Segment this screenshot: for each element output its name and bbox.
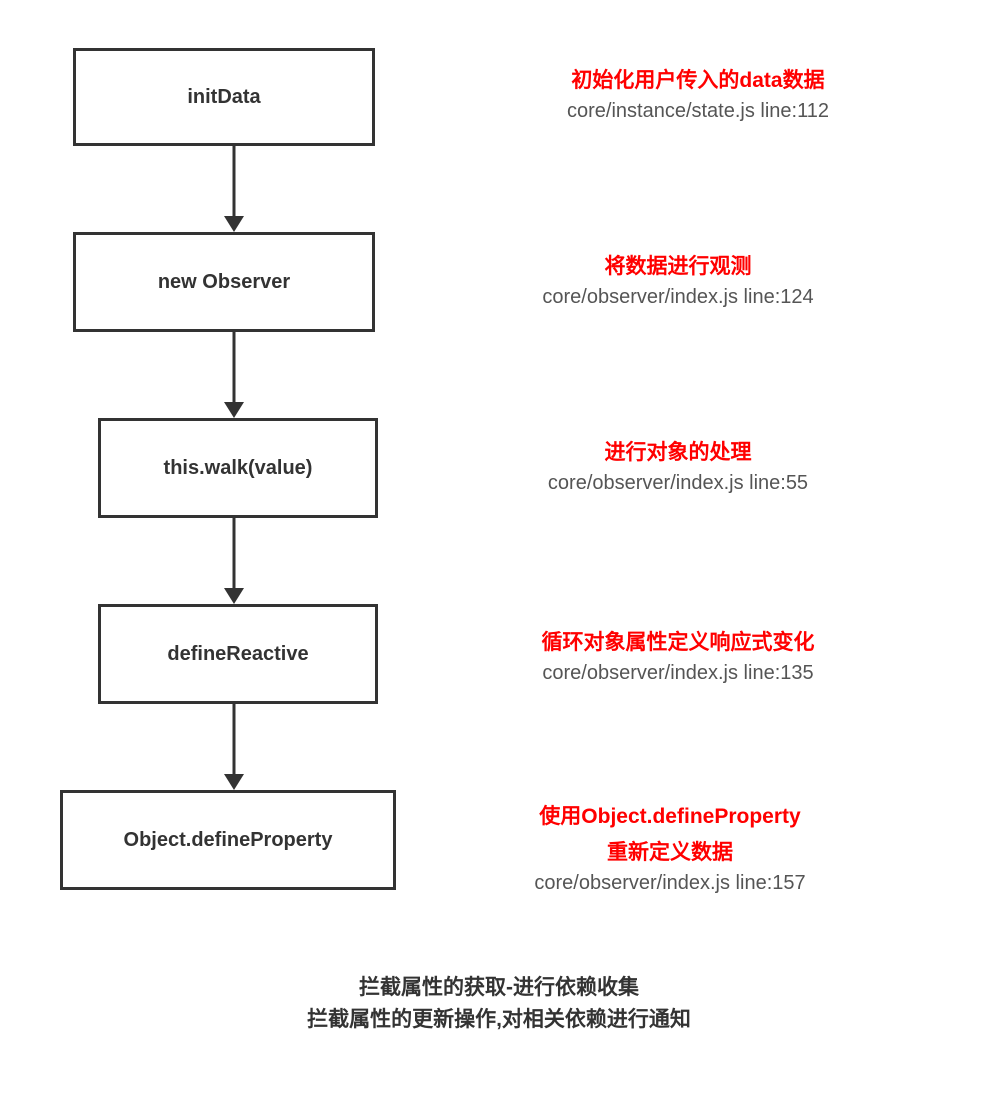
node-label: new Observer [158,271,290,294]
desc-title: 初始化用户传入的data数据 [498,64,898,94]
arrow-2 [224,332,244,418]
desc-walk: 进行对象的处理 core/observer/index.js line:55 [478,436,878,495]
desc-path: core/observer/index.js line:124 [478,286,878,309]
node-definereactive: defineReactive [98,604,378,704]
desc-definereactive: 循环对象属性定义响应式变化 core/observer/index.js lin… [478,626,878,685]
desc-title: 使用Object.defineProperty [460,800,880,830]
node-initdata: initData [73,48,375,146]
node-label: this.walk(value) [164,457,313,480]
arrow-3 [224,518,244,604]
desc-path: core/observer/index.js line:55 [478,472,878,495]
arrow-1 [224,146,244,232]
footer-line1: 拦截属性的获取-进行依赖收集 [0,972,998,1004]
desc-initdata: 初始化用户传入的data数据 core/instance/state.js li… [498,64,898,123]
desc-defineproperty: 使用Object.defineProperty 重新定义数据 core/obse… [460,800,880,895]
flowchart-container: initData 初始化用户传入的data数据 core/instance/st… [0,0,998,1100]
desc-observer: 将数据进行观测 core/observer/index.js line:124 [478,250,878,309]
desc-path: core/observer/index.js line:157 [460,872,880,895]
node-defineproperty: Object.defineProperty [60,790,396,890]
desc-title: 循环对象属性定义响应式变化 [478,626,878,656]
node-observer: new Observer [73,232,375,332]
desc-title: 进行对象的处理 [478,436,878,466]
footer-text: 拦截属性的获取-进行依赖收集 拦截属性的更新操作,对相关依赖进行通知 [0,972,998,1035]
arrow-4 [224,704,244,790]
desc-title: 将数据进行观测 [478,250,878,280]
footer-line2: 拦截属性的更新操作,对相关依赖进行通知 [0,1004,998,1036]
node-walk: this.walk(value) [98,418,378,518]
desc-title2: 重新定义数据 [460,836,880,866]
node-label: initData [187,86,260,109]
desc-path: core/instance/state.js line:112 [498,100,898,123]
desc-path: core/observer/index.js line:135 [478,662,878,685]
node-label: defineReactive [167,643,308,666]
node-label: Object.defineProperty [124,829,333,852]
